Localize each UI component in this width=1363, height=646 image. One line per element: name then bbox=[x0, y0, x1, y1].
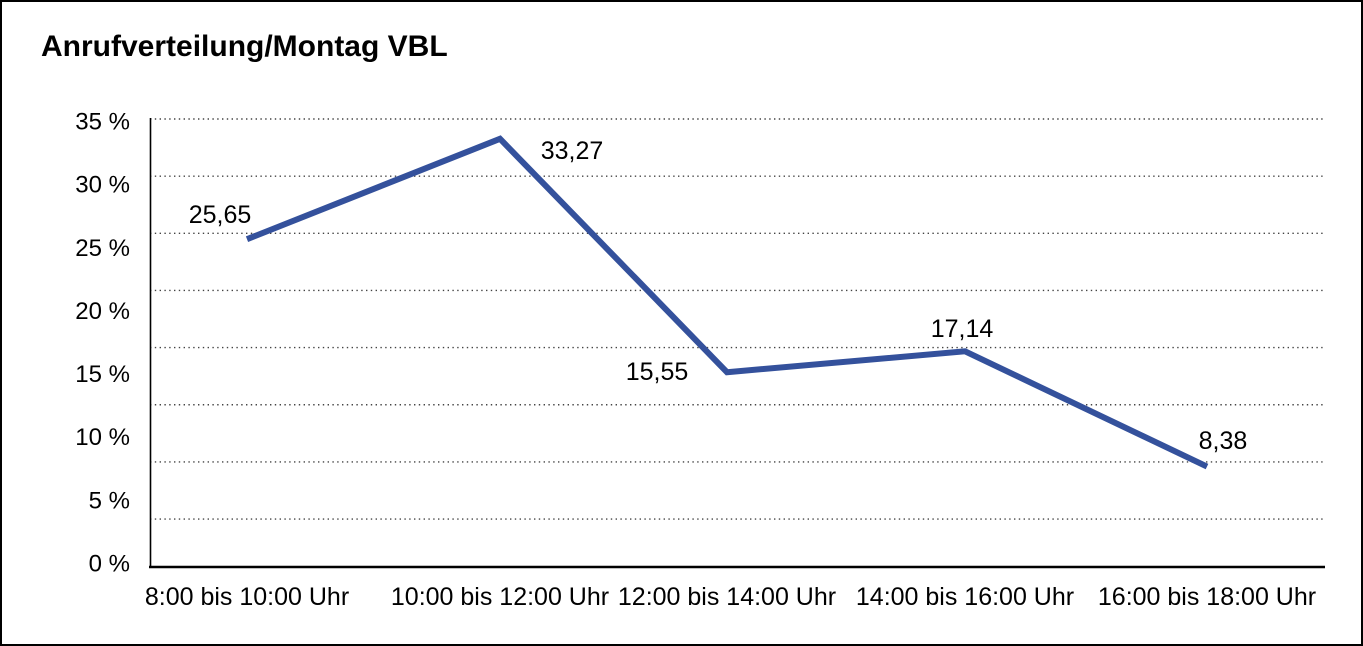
chart-title: Anrufverteilung/Montag VBL bbox=[41, 30, 448, 63]
y-tick-label: 35 % bbox=[75, 109, 130, 136]
data-label: 15,55 bbox=[626, 358, 689, 386]
x-axis-label: 14:00 bis 16:00 Uhr bbox=[856, 583, 1074, 611]
y-tick-label: 5 % bbox=[89, 487, 130, 514]
data-line bbox=[245, 135, 1209, 470]
data-label: 8,38 bbox=[1199, 427, 1248, 455]
y-tick-label: 25 % bbox=[75, 235, 130, 262]
y-tick-label: 0 % bbox=[89, 550, 130, 577]
y-tick-label: 15 % bbox=[75, 361, 130, 388]
data-label: 33,27 bbox=[541, 137, 604, 165]
data-label: 17,14 bbox=[931, 315, 994, 343]
x-axis-label: 10:00 bis 12:00 Uhr bbox=[391, 583, 609, 611]
y-tick-label: 20 % bbox=[75, 298, 130, 325]
x-axis-label: 8:00 bis 10:00 Uhr bbox=[145, 583, 349, 611]
x-axis-label: 12:00 bis 14:00 Uhr bbox=[618, 583, 836, 611]
y-tick-label: 30 % bbox=[75, 172, 130, 199]
x-axis-label: 16:00 bis 18:00 Uhr bbox=[1098, 583, 1316, 611]
y-tick-label: 10 % bbox=[75, 424, 130, 451]
data-label: 25,65 bbox=[189, 201, 252, 229]
